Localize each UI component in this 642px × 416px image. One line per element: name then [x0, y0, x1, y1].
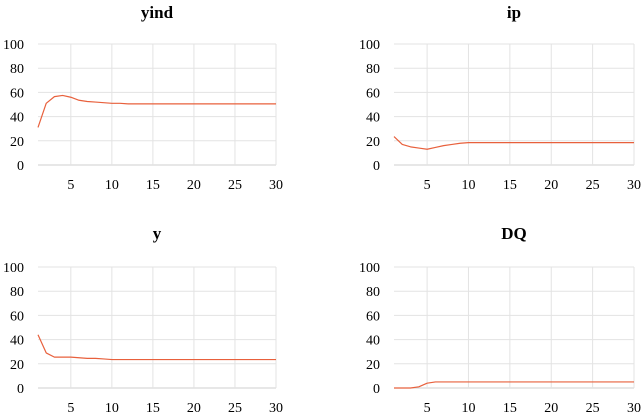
x-tick-label: 30	[269, 401, 283, 416]
x-tick-label: 20	[187, 178, 201, 193]
y-tick-label: 100	[359, 38, 380, 53]
chart-yind: yind 0 20 40 60 80 100 5 10 15 20 25 30	[3, 3, 283, 193]
x-tick-label: 10	[105, 178, 119, 193]
x-tick-label: 10	[461, 178, 475, 193]
series-line	[394, 381, 634, 389]
y-tick-label: 60	[366, 86, 380, 101]
chart-dq: DQ 0 20 40 60 80 100 5 10 15 20 25 30	[359, 224, 641, 416]
y-tick-label: 20	[366, 358, 380, 373]
y-tick-label: 60	[366, 309, 380, 324]
x-tick-label: 25	[586, 401, 600, 416]
y-tick-label: 40	[366, 111, 380, 126]
x-tick-label: 15	[503, 178, 517, 193]
x-tick-label: 15	[503, 401, 517, 416]
x-tick-label: 30	[627, 401, 641, 416]
x-tick-label: 25	[228, 401, 242, 416]
y-tick-label: 80	[10, 285, 24, 300]
x-tick-label: 15	[146, 178, 160, 193]
y-tick-label: 20	[10, 358, 24, 373]
y-tick-label: 0	[17, 159, 24, 174]
series-line	[37, 334, 276, 361]
x-tick-label: 25	[586, 178, 600, 193]
x-tick-label: 5	[424, 401, 431, 416]
y-tick-label: 0	[373, 159, 380, 174]
x-tick-label: 5	[67, 401, 74, 416]
y-tick-label: 0	[373, 382, 380, 397]
x-tick-label: 10	[461, 401, 475, 416]
x-tick-label: 15	[146, 401, 160, 416]
y-tick-label: 40	[10, 111, 24, 126]
y-tick-label: 100	[359, 261, 380, 276]
chart-ip: ip 0 20 40 60 80 100 5 10 15 20 25 30	[359, 3, 641, 193]
x-tick-label: 30	[269, 178, 283, 193]
y-tick-label: 0	[17, 382, 24, 397]
y-tick-label: 100	[3, 38, 24, 53]
series-line	[37, 94, 276, 128]
chart-title: DQ	[501, 224, 527, 243]
y-tick-label: 80	[10, 62, 24, 77]
x-tick-label: 5	[424, 178, 431, 193]
y-tick-label: 20	[366, 135, 380, 150]
x-tick-label: 30	[627, 178, 641, 193]
x-tick-label: 20	[544, 178, 558, 193]
chart-y: y 0 20 40 60 80 100 5 10 15 20 25 30	[3, 224, 283, 416]
y-tick-label: 80	[366, 62, 380, 77]
y-tick-label: 40	[10, 334, 24, 349]
x-tick-label: 20	[187, 401, 201, 416]
x-tick-label: 10	[105, 401, 119, 416]
y-tick-label: 60	[10, 309, 24, 324]
chart-title: yind	[141, 3, 174, 22]
x-tick-label: 25	[228, 178, 242, 193]
y-tick-label: 100	[3, 261, 24, 276]
series-line	[393, 136, 634, 150]
x-tick-label: 20	[544, 401, 558, 416]
x-tick-label: 5	[67, 178, 74, 193]
y-tick-label: 20	[10, 135, 24, 150]
chart-title: y	[153, 224, 162, 243]
y-tick-label: 80	[366, 285, 380, 300]
y-tick-label: 60	[10, 86, 24, 101]
y-tick-label: 40	[366, 334, 380, 349]
chart-title: ip	[507, 3, 521, 22]
